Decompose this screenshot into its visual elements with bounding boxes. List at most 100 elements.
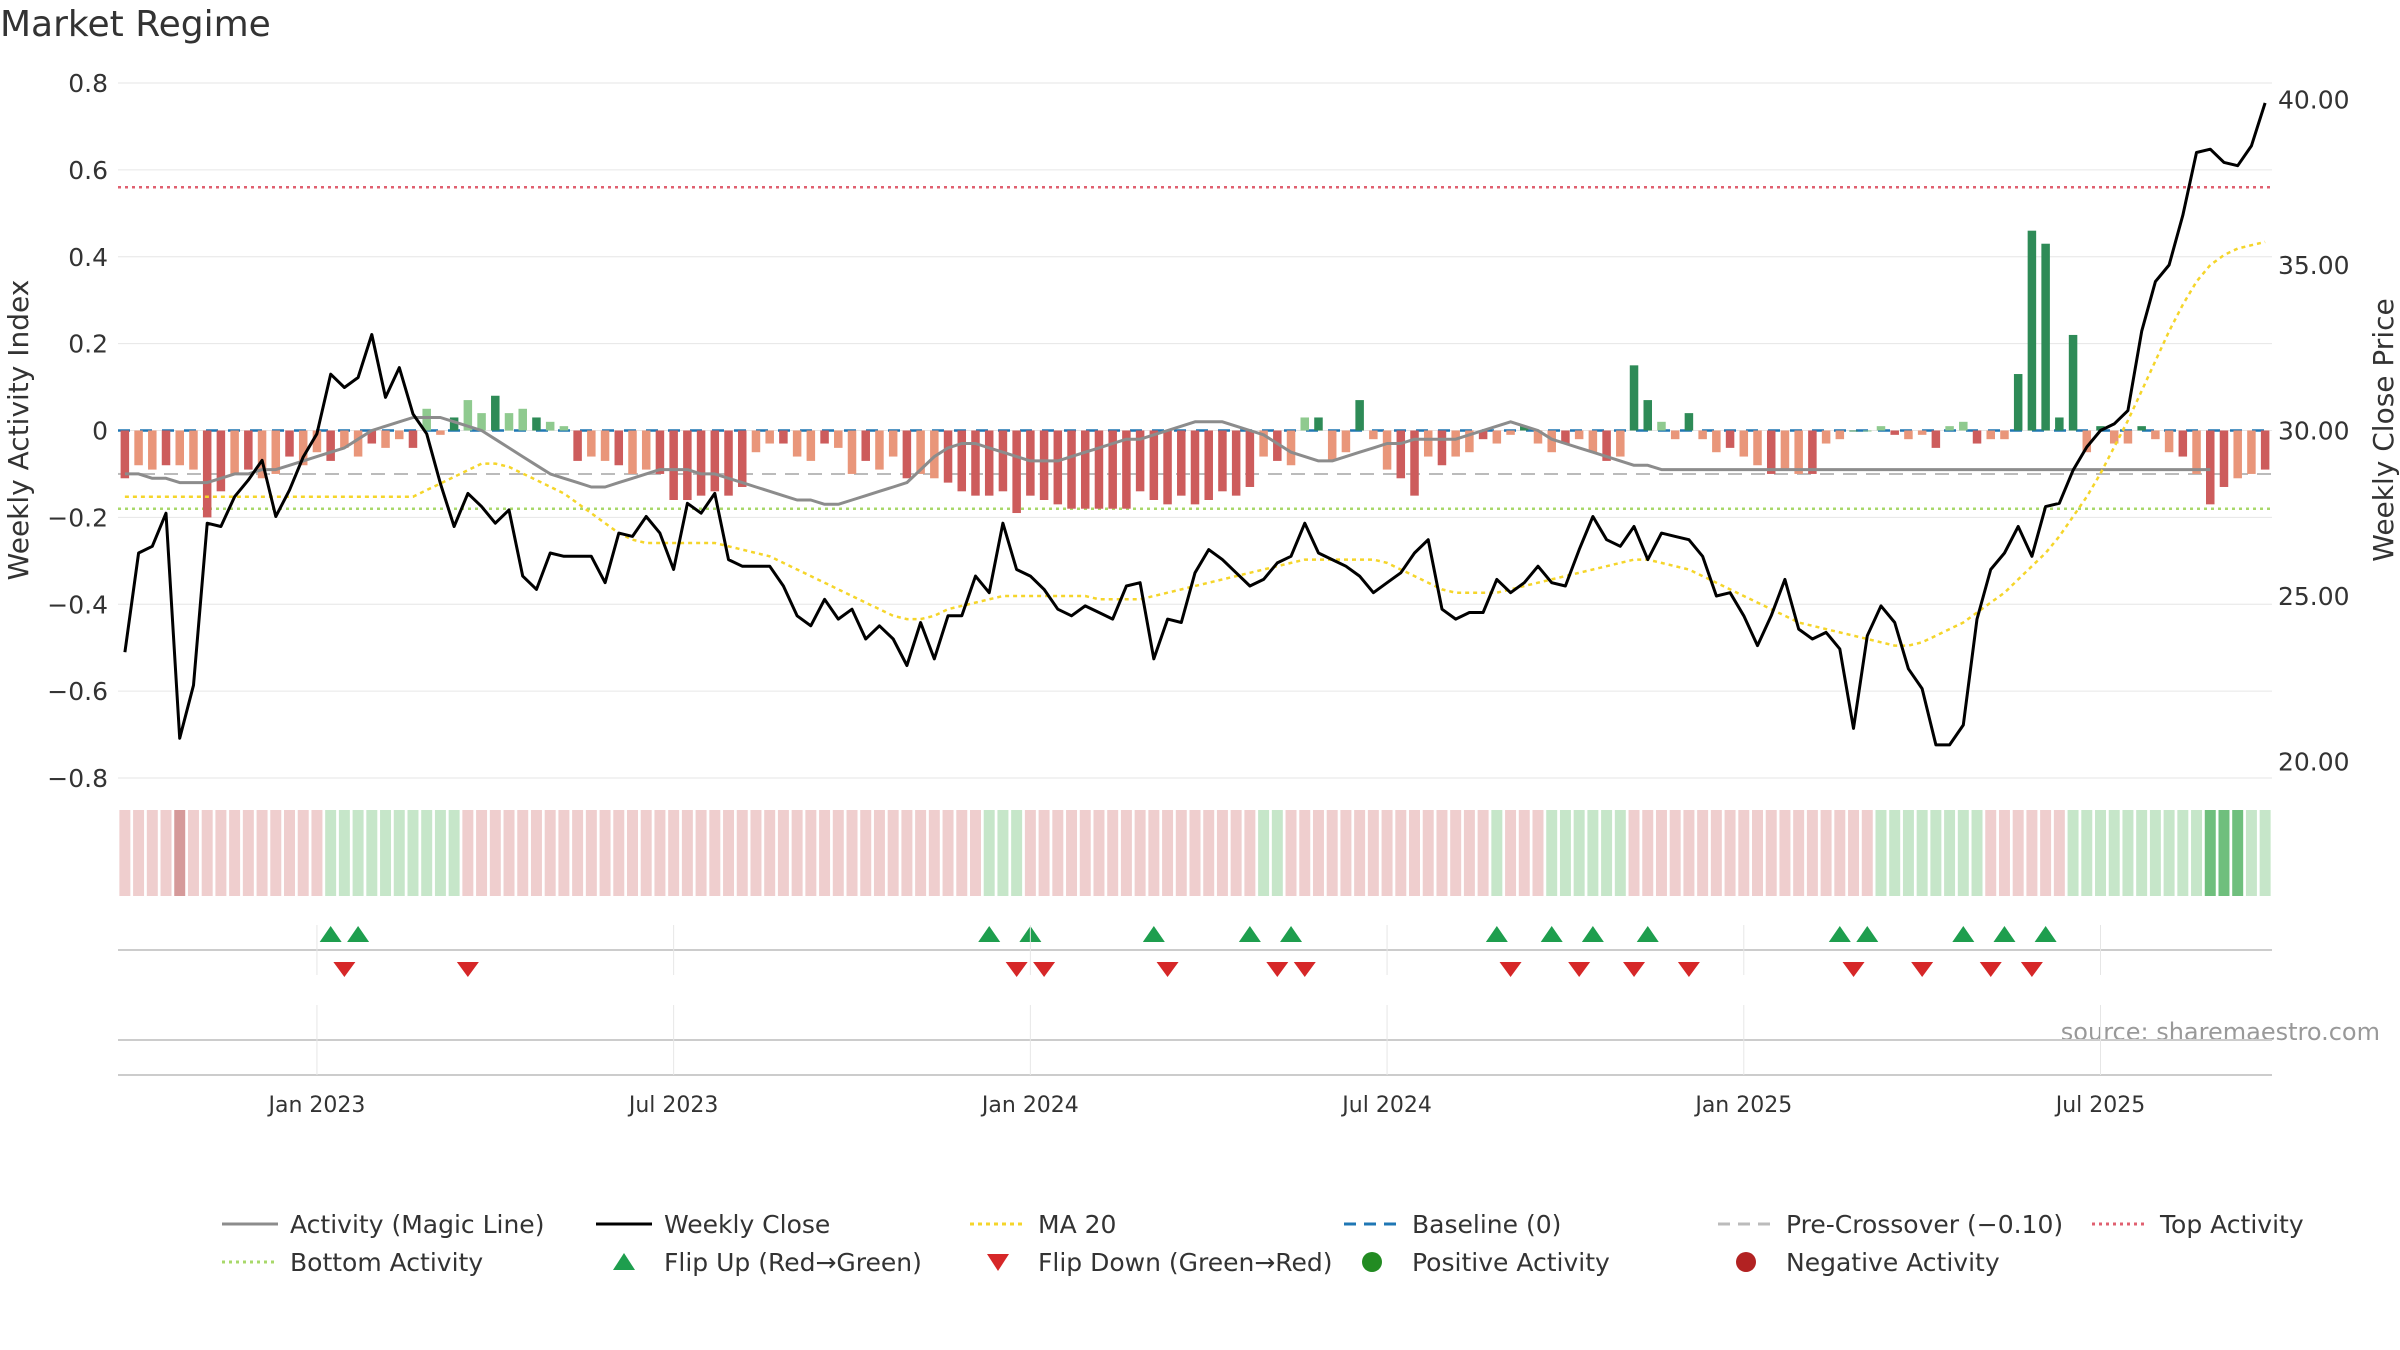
activity-bar — [1273, 430, 1282, 461]
regime-cell — [421, 810, 433, 896]
regime-cell — [201, 810, 213, 896]
regime-cell — [1546, 810, 1558, 896]
activity-bar — [1094, 430, 1104, 509]
activity-bar — [1437, 430, 1447, 466]
regime-cell — [791, 810, 803, 896]
activity-bar — [1341, 430, 1351, 453]
activity-bar — [1067, 430, 1076, 509]
regime-cell — [215, 810, 227, 896]
activity-bar — [298, 430, 308, 466]
regime-cell — [1779, 810, 1791, 896]
flip-markers — [118, 926, 2272, 1076]
activity-bar — [1684, 413, 1694, 431]
regime-cell — [352, 810, 364, 896]
legend-item: MA 20 — [970, 1210, 1116, 1239]
regime-cell — [695, 810, 707, 896]
activity-bar — [477, 413, 486, 431]
activity-bar — [1561, 430, 1570, 444]
regime-cell — [2232, 810, 2244, 896]
legend-item: Flip Up (Red→Green) — [613, 1248, 922, 1277]
regime-cell — [1587, 810, 1599, 896]
regime-cell — [1998, 810, 2010, 896]
left-tick-label: −0.4 — [47, 590, 108, 619]
activity-bar — [367, 430, 377, 444]
series-lines — [123, 102, 2267, 747]
regime-cell — [1381, 810, 1393, 896]
regime-cell — [1024, 810, 1036, 896]
regime-cell — [1066, 810, 1078, 896]
activity-bar — [957, 430, 967, 492]
right-ticks: 40.00 35.00 30.00 25.00 20.00 — [2278, 86, 2350, 777]
flip-down-marker — [1499, 962, 1522, 977]
activity-bar — [724, 430, 733, 496]
regime-cell — [146, 810, 158, 896]
regime-cell — [1848, 810, 1860, 896]
regime-cell — [668, 810, 680, 896]
left-tick-label: 0.6 — [68, 156, 108, 185]
activity-bar — [1149, 430, 1159, 500]
regime-cell — [1875, 810, 1887, 896]
left-tick-label: 0 — [92, 417, 108, 446]
activity-bar — [1369, 430, 1378, 440]
regime-cell — [956, 810, 968, 896]
regime-cell — [1601, 810, 1613, 896]
regime-cell — [187, 810, 199, 896]
activity-bar — [614, 430, 624, 466]
regime-cell — [901, 810, 913, 896]
legend-label: Weekly Close — [664, 1210, 830, 1239]
regime-cell — [1930, 810, 1942, 896]
right-tick-label: 35.00 — [2278, 251, 2350, 280]
regime-cell — [284, 810, 295, 896]
regime-cell — [1203, 810, 1215, 896]
legend-item: Weekly Close — [596, 1210, 830, 1239]
regime-cell — [338, 810, 350, 896]
regime-cell — [544, 810, 556, 896]
activity-bar — [587, 430, 596, 457]
activity-bar — [751, 430, 761, 453]
x-axis: Jan 2023 Jul 2023 Jan 2024 Jul 2024 Jan 2025… — [266, 925, 2145, 1118]
regime-cell — [1614, 810, 1626, 896]
legend-swatch-up — [613, 1253, 635, 1270]
regime-cell — [558, 810, 570, 896]
activity-bar — [2260, 430, 2270, 470]
activity-bar — [189, 430, 198, 470]
regime-cell — [2245, 810, 2257, 896]
flip-up-marker — [1280, 926, 1303, 942]
activity-bar — [271, 430, 281, 474]
activity-bar — [244, 430, 253, 470]
regime-cell — [2012, 810, 2024, 896]
activity-bar — [710, 430, 720, 492]
regime-cell — [2177, 810, 2189, 896]
activity-bar — [1039, 430, 1049, 500]
regime-strip — [119, 810, 2271, 896]
activity-bar — [792, 430, 802, 457]
regime-cell — [723, 810, 735, 896]
activity-bar — [971, 430, 980, 496]
activity-bar — [326, 430, 335, 461]
activity-bar — [1629, 365, 1639, 431]
regime-cell — [915, 810, 927, 896]
flip-down-marker — [333, 962, 356, 977]
regime-cell — [764, 810, 776, 896]
activity-bar — [559, 426, 569, 431]
activity-bar — [1657, 421, 1666, 431]
activity-bar — [1396, 430, 1406, 479]
flip-up-marker — [319, 926, 342, 942]
activity-bar — [408, 430, 418, 448]
activity-bar — [2206, 430, 2215, 505]
activity-bar — [1163, 430, 1172, 505]
activity-bar — [1026, 430, 1035, 496]
activity-bar — [1423, 430, 1433, 457]
activity-bar — [1286, 430, 1296, 466]
regime-cell — [846, 810, 858, 896]
activity-bar — [1835, 430, 1845, 440]
regime-cell — [1573, 810, 1585, 896]
activity-bar — [381, 430, 390, 448]
activity-bar — [1616, 430, 1625, 457]
legend-item: Negative Activity — [1736, 1248, 2000, 1277]
flip-up-marker — [1142, 926, 1165, 942]
activity-bar — [395, 430, 404, 440]
regime-cell — [2259, 810, 2271, 896]
regime-cell — [2026, 810, 2038, 896]
activity-bar — [875, 430, 884, 470]
